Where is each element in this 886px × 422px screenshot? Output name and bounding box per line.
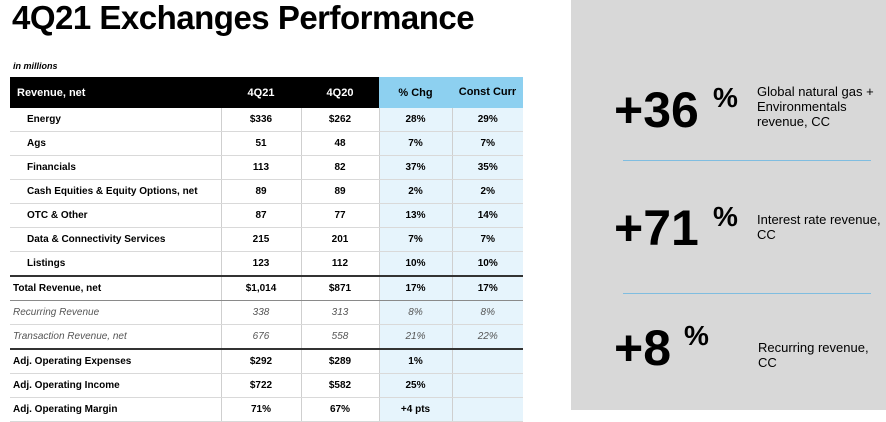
cell-chg: 2%	[378, 179, 452, 204]
cell-chg: 7%	[378, 131, 452, 156]
cell-q20: 313	[300, 300, 379, 325]
table-row: Total Revenue, net $1,014 $871 17% 17%	[10, 275, 523, 301]
row-label: Total Revenue, net	[10, 275, 221, 301]
header-4q21: 4Q21	[221, 77, 301, 108]
cell-cc: 8%	[451, 300, 523, 325]
cell-cc: 7%	[451, 131, 523, 156]
table-header-row: Revenue, net 4Q21 4Q20 % Chg Const Curr	[10, 77, 523, 108]
cell-q20: 201	[300, 227, 379, 252]
table-row: Adj. Operating Income $722 $582 25%	[10, 373, 523, 398]
highlights-panel	[571, 0, 886, 410]
cell-chg: 25%	[378, 373, 452, 398]
row-label: Listings	[10, 251, 221, 277]
cell-chg: 7%	[378, 227, 452, 252]
highlight-value: +71	[614, 200, 699, 256]
highlight-unit: %	[713, 82, 738, 113]
header-pct-chg: % Chg	[379, 77, 452, 108]
cell-q21: 87	[220, 203, 301, 228]
cell-q21: 113	[220, 155, 301, 180]
cell-q21: 338	[220, 300, 301, 325]
table-row: Energy $336 $262 28% 29%	[10, 108, 523, 132]
row-label: Energy	[10, 108, 221, 132]
cell-q21: 123	[220, 251, 301, 277]
cell-q21: 215	[220, 227, 301, 252]
row-label: Recurring Revenue	[10, 300, 221, 325]
cell-cc: 2%	[451, 179, 523, 204]
cell-q21: 51	[220, 131, 301, 156]
cell-cc: 35%	[451, 155, 523, 180]
highlight-unit: %	[684, 320, 709, 351]
row-label: Adj. Operating Expenses	[10, 348, 221, 374]
cell-cc	[451, 373, 523, 398]
cell-q20: 77	[300, 203, 379, 228]
highlight-unit: %	[713, 201, 738, 232]
unit-note: in millions	[13, 61, 58, 71]
highlight-value: +8	[614, 320, 672, 376]
header-revenue: Revenue, net	[10, 77, 221, 108]
cell-q20: 112	[300, 251, 379, 277]
row-label: Financials	[10, 155, 221, 180]
cell-chg: 13%	[378, 203, 452, 228]
table-row: Transaction Revenue, net 676 558 21% 22%	[10, 324, 523, 350]
cell-q21: $336	[220, 108, 301, 132]
exchanges-table: Revenue, net 4Q21 4Q20 % Chg Const Curr …	[10, 77, 523, 422]
table-row: Ags 51 48 7% 7%	[10, 131, 523, 156]
cell-q20: $582	[300, 373, 379, 398]
row-label: Ags	[10, 131, 221, 156]
cell-q21: 89	[220, 179, 301, 204]
cell-cc	[451, 348, 523, 374]
table-row: Recurring Revenue 338 313 8% 8%	[10, 300, 523, 325]
page-title: 4Q21 Exchanges Performance	[12, 0, 475, 36]
cell-cc: 17%	[451, 275, 523, 301]
row-label: Cash Equities & Equity Options, net	[10, 179, 221, 204]
highlight-text: Global natural gas + Environmentals reve…	[757, 84, 874, 129]
divider	[623, 293, 871, 294]
cell-cc: 22%	[451, 324, 523, 350]
highlight-text: Interest rate revenue, CC	[757, 212, 881, 242]
highlight-text: Recurring revenue, CC	[758, 340, 869, 370]
cell-q20: 82	[300, 155, 379, 180]
cell-cc: 10%	[451, 251, 523, 277]
row-label: Adj. Operating Income	[10, 373, 221, 398]
header-4q20: 4Q20	[301, 77, 379, 108]
cell-q20: 48	[300, 131, 379, 156]
cell-chg: 17%	[378, 275, 452, 301]
row-label: OTC & Other	[10, 203, 221, 228]
cell-q21: $722	[220, 373, 301, 398]
cell-cc: 29%	[451, 108, 523, 132]
table-row: OTC & Other 87 77 13% 14%	[10, 203, 523, 228]
header-const-curr: Const Curr	[452, 77, 523, 108]
table-row: Financials 113 82 37% 35%	[10, 155, 523, 180]
table-row: Cash Equities & Equity Options, net 89 89 2…	[10, 179, 523, 204]
cell-q21: $292	[220, 348, 301, 374]
cell-chg: 21%	[378, 324, 452, 350]
cell-chg: 8%	[378, 300, 452, 325]
cell-cc: 7%	[451, 227, 523, 252]
cell-q21: 676	[220, 324, 301, 350]
row-label: Transaction Revenue, net	[10, 324, 221, 350]
highlight-value: +36	[614, 82, 699, 138]
cell-q20: $289	[300, 348, 379, 374]
cell-cc: 14%	[451, 203, 523, 228]
cell-chg: 10%	[378, 251, 452, 277]
table-row: Listings 123 112 10% 10%	[10, 251, 523, 277]
cell-q20: $871	[300, 275, 379, 301]
divider	[623, 160, 871, 161]
table-row: Adj. Operating Expenses $292 $289 1%	[10, 348, 523, 374]
cell-q20: $262	[300, 108, 379, 132]
cell-chg: 37%	[378, 155, 452, 180]
row-label: Data & Connectivity Services	[10, 227, 221, 252]
table-row: Data & Connectivity Services 215 201 7% 7%	[10, 227, 523, 252]
cell-q21: $1,014	[220, 275, 301, 301]
cell-chg: 1%	[378, 348, 452, 374]
cell-q20: 89	[300, 179, 379, 204]
cell-chg: 28%	[378, 108, 452, 132]
cell-q20: 558	[300, 324, 379, 350]
